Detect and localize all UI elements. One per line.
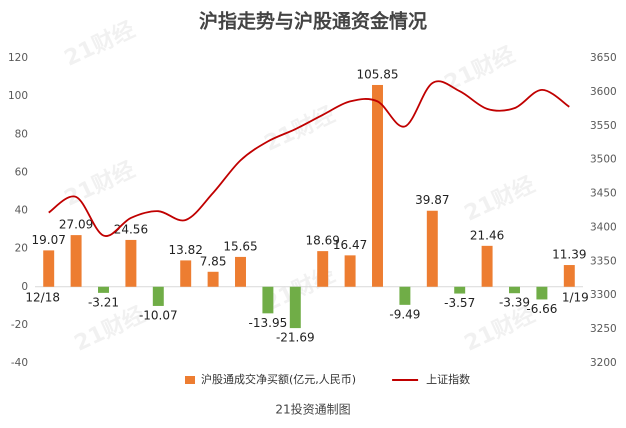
value-label: -3.39 [499, 296, 530, 310]
bar [481, 245, 493, 287]
source: 21投资通制图 [275, 402, 350, 417]
watermark: 21财经 [60, 17, 139, 72]
y2-tick-label: 3350 [590, 255, 617, 267]
bar [372, 84, 383, 287]
bar [207, 271, 219, 287]
chart-title: 沪指走势与沪股通资金情况 [199, 10, 427, 33]
y2-tick-label: 3600 [590, 86, 617, 98]
legend-label: 沪股通成交净买额(亿元,人民币) [201, 372, 356, 386]
y-tick-label: 80 [15, 128, 28, 140]
x-tick-label: 1/19 [562, 291, 589, 305]
y2-tick-label: 3500 [590, 154, 617, 166]
watermark: 21财经 [440, 42, 519, 97]
bar [180, 260, 192, 287]
y2-tick-label: 3650 [590, 52, 617, 64]
bar [289, 286, 301, 329]
y2-tick-label: 3400 [590, 221, 617, 233]
value-label: -9.49 [389, 307, 420, 321]
bar [262, 286, 274, 314]
y-tick-label: 60 [15, 166, 28, 178]
bar [235, 256, 246, 287]
legend-swatch [185, 376, 195, 384]
y2-tick-label: 3250 [590, 323, 617, 335]
value-label: -3.57 [444, 296, 475, 310]
watermark: 21财经 [70, 302, 149, 357]
y2-tick-label: 3200 [590, 357, 617, 369]
bar [454, 286, 466, 294]
value-label: 27.09 [59, 218, 93, 232]
y-tick-label: 40 [15, 205, 28, 217]
y-tick-label: 20 [15, 243, 28, 255]
value-label: -13.95 [249, 316, 288, 330]
value-label: 105.85 [357, 67, 399, 81]
y2-tick-label: 3550 [590, 120, 617, 132]
value-label: 15.65 [223, 239, 257, 253]
value-label: 21.46 [470, 228, 504, 242]
value-label: 39.87 [415, 193, 449, 207]
bar [98, 286, 109, 293]
bar [125, 239, 137, 287]
value-label: 19.07 [32, 233, 66, 247]
bar [563, 265, 575, 287]
value-label: 7.85 [200, 254, 227, 268]
bar [152, 286, 164, 306]
value-label: 11.39 [552, 248, 586, 262]
watermark: 21财经 [460, 172, 539, 227]
line [48, 80, 570, 237]
y-tick-label: 120 [8, 52, 28, 64]
value-label: -6.66 [526, 302, 557, 316]
y2-tick-label: 3450 [590, 188, 617, 200]
value-label: -10.07 [139, 308, 178, 322]
value-label: 24.56 [114, 222, 148, 236]
y-tick-label: 100 [8, 90, 28, 102]
value-label: 13.82 [169, 243, 203, 257]
bar [43, 250, 55, 287]
bar [344, 255, 356, 287]
bar [509, 286, 520, 294]
y2-tick-label: 3300 [590, 289, 617, 301]
value-label: -21.69 [276, 331, 315, 345]
y-tick-label: 0 [21, 281, 28, 293]
watermark: 21财经 [60, 157, 139, 212]
y-tick-label: -20 [11, 319, 28, 331]
bar [317, 251, 329, 287]
bar [536, 286, 548, 300]
bar [70, 235, 82, 287]
value-label: 18.69 [306, 234, 340, 248]
value-label: -3.21 [88, 295, 119, 309]
bar [426, 210, 438, 287]
watermark: 21财经 [260, 102, 339, 157]
bar [399, 286, 411, 305]
x-tick-label: 12/18 [25, 291, 60, 305]
value-label: 16.47 [333, 238, 367, 252]
legend-label: 上证指数 [426, 372, 470, 386]
y-tick-label: -40 [11, 357, 28, 369]
